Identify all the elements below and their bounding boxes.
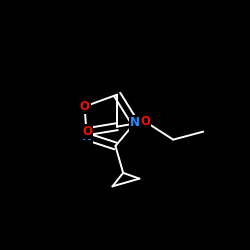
Text: N: N [130,116,140,129]
Text: N: N [82,130,92,143]
Text: O: O [140,115,150,128]
Text: O: O [82,125,92,138]
Text: O: O [80,100,90,113]
